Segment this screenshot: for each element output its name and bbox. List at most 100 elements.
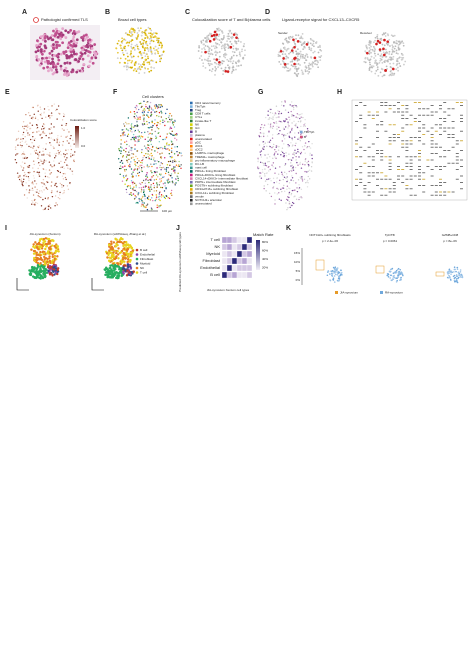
tissue-dot: [127, 243, 130, 247]
tissue-dot: [396, 268, 399, 271]
tissue-dot: [42, 123, 45, 125]
tissue-dot: [364, 57, 367, 60]
y-axis-label: Predicted RA-synovium scRNAseq cell type…: [178, 232, 182, 292]
tissue-dot: [48, 137, 50, 139]
tissue-dot: [75, 41, 79, 45]
tissue-dot: [28, 145, 30, 148]
tissue-dot: [397, 276, 400, 278]
tissue-dot: [137, 193, 139, 196]
heatmap-cell: [367, 114, 371, 116]
tissue-dot: [133, 49, 136, 51]
tissue-dot: [123, 65, 126, 68]
tissue-dot: [278, 120, 280, 122]
tissue-dot: [35, 251, 38, 254]
tissue-dot: [390, 69, 393, 72]
tissue-dot: [92, 50, 96, 54]
tissue-dot: [125, 168, 127, 171]
tissue-dot: [149, 137, 152, 140]
sender-label: Sender: [278, 31, 288, 35]
tissue-dot: [37, 146, 40, 149]
heatmap-cell: [405, 156, 409, 158]
heatmap-cell: [430, 194, 434, 196]
tissue-dot: [52, 54, 56, 57]
heatmap-cell: [384, 178, 388, 180]
tissue-dot: [43, 255, 46, 259]
axis-arrow: [91, 278, 104, 291]
heatmap-cell: [439, 178, 442, 180]
tissue-dot: [230, 43, 233, 45]
tissue-dot: [136, 111, 138, 114]
tissue-dot: [58, 32, 61, 36]
legend-swatch: [190, 105, 193, 108]
tissue-dot: [129, 267, 133, 270]
tissue-dot: [156, 37, 159, 40]
tissue-dot: [36, 273, 39, 276]
tissue-dot: [275, 116, 278, 119]
tissue-dot: [297, 72, 300, 75]
tissue-dot: [304, 164, 306, 166]
heatmap-cell: [397, 134, 400, 135]
heatmap-cell: [355, 140, 358, 142]
tissue-dot: [73, 143, 75, 145]
tissue-dot: [137, 135, 139, 138]
tissue-dot: [66, 140, 68, 142]
tissue-dot: [268, 141, 271, 143]
tissue-dot: [395, 49, 398, 52]
heatmap-cell: [460, 159, 463, 161]
tissue-dot: [158, 42, 161, 44]
tissue-dot: [56, 247, 59, 250]
heatmap-cell: [443, 118, 447, 119]
tissue-dot: [279, 112, 281, 115]
tissue-dot: [33, 145, 35, 147]
tissue-dot: [397, 52, 399, 55]
heatmap-cell: [363, 162, 367, 164]
tissue-dot: [295, 155, 297, 158]
tissue-dot: [389, 45, 391, 47]
legend-label: NOTCH3+ arteriolar: [195, 198, 222, 202]
tissue-dot: [46, 65, 49, 69]
tissue-dot: [58, 152, 60, 154]
tissue-dot: [68, 131, 70, 133]
tissue-dot: [376, 39, 380, 43]
tissue-dot: [124, 134, 126, 136]
heat-cell: [231, 236, 238, 244]
heatmap-cell: [405, 108, 409, 110]
tissue-dot: [50, 181, 53, 183]
tissue-dot: [304, 70, 307, 73]
tissue-dot: [391, 72, 393, 75]
tissue-dot: [298, 187, 301, 189]
tissue-dot: [208, 59, 211, 62]
tissue-dot: [36, 202, 39, 205]
tissue-dot: [397, 69, 400, 72]
tissue-dot: [276, 133, 279, 136]
heatmap-cell: [430, 175, 434, 177]
tissue-dot: [56, 35, 60, 39]
tissue-dot: [130, 124, 133, 126]
tissue-dot: [67, 167, 69, 169]
tissue-dot: [126, 52, 129, 55]
tissue-dot: [290, 115, 293, 118]
legend-title: Match Rate: [253, 232, 274, 237]
tissue-dot: [130, 50, 132, 53]
tissue-dot: [379, 38, 382, 40]
tissue-dot: [170, 119, 172, 122]
tissue-dot: [277, 55, 280, 58]
tissue-dot: [48, 259, 52, 263]
tissue-dot: [25, 189, 28, 191]
tissue-dot: [292, 157, 294, 159]
tissue-dot: [398, 48, 401, 50]
tissue-dot: [297, 120, 300, 123]
tissue-dot: [28, 166, 30, 169]
tissue-dot: [126, 258, 130, 261]
heatmap-cell: [430, 111, 434, 113]
legend-swatch: [380, 291, 383, 294]
tissue-dot: [74, 151, 76, 153]
tissue-dot: [20, 178, 23, 180]
tissue-dot: [263, 187, 265, 190]
tissue-dot: [208, 48, 210, 51]
heatmap-cell: [380, 124, 384, 126]
heat-cell: [231, 257, 238, 265]
tissue-dot: [66, 46, 70, 50]
tissue-dot: [71, 154, 74, 156]
tissue-dot: [19, 144, 22, 146]
